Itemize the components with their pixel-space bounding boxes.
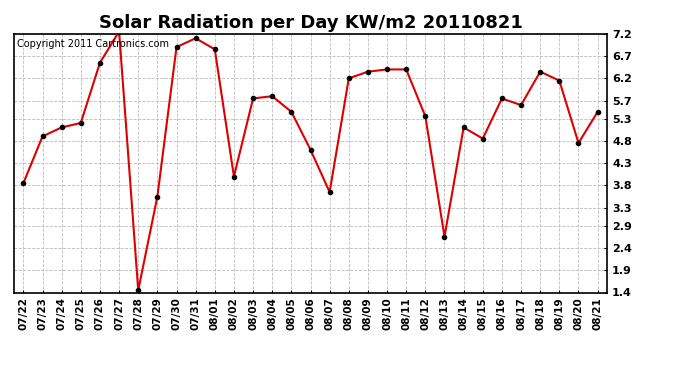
Text: Copyright 2011 Cartronics.com: Copyright 2011 Cartronics.com	[17, 39, 169, 49]
Title: Solar Radiation per Day KW/m2 20110821: Solar Radiation per Day KW/m2 20110821	[99, 14, 522, 32]
